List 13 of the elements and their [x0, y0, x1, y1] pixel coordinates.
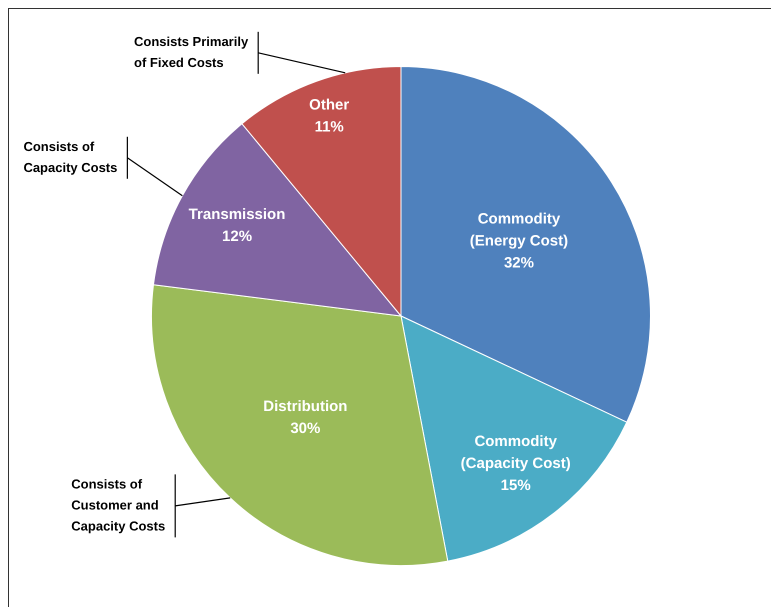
- slice-label: Commodity (Energy Cost): [470, 210, 568, 250]
- slice-label: Other: [309, 96, 350, 114]
- data-label: 15%: [500, 477, 531, 494]
- data-label: 32%: [504, 254, 534, 272]
- slice-label: Distribution: [263, 398, 348, 415]
- text: Consists of Capacity Costs: [23, 138, 118, 175]
- text: Consists Primarily of Fixed Costs: [134, 34, 248, 70]
- text: Consists of Customer and Capacity Costs: [71, 476, 166, 534]
- slice-label: Commodity (Capacity Cost): [460, 433, 571, 472]
- data-label: 30%: [290, 420, 320, 437]
- data-label: 11%: [314, 118, 344, 136]
- data-label: 12%: [222, 228, 252, 245]
- slice-label: Transmission: [188, 206, 286, 223]
